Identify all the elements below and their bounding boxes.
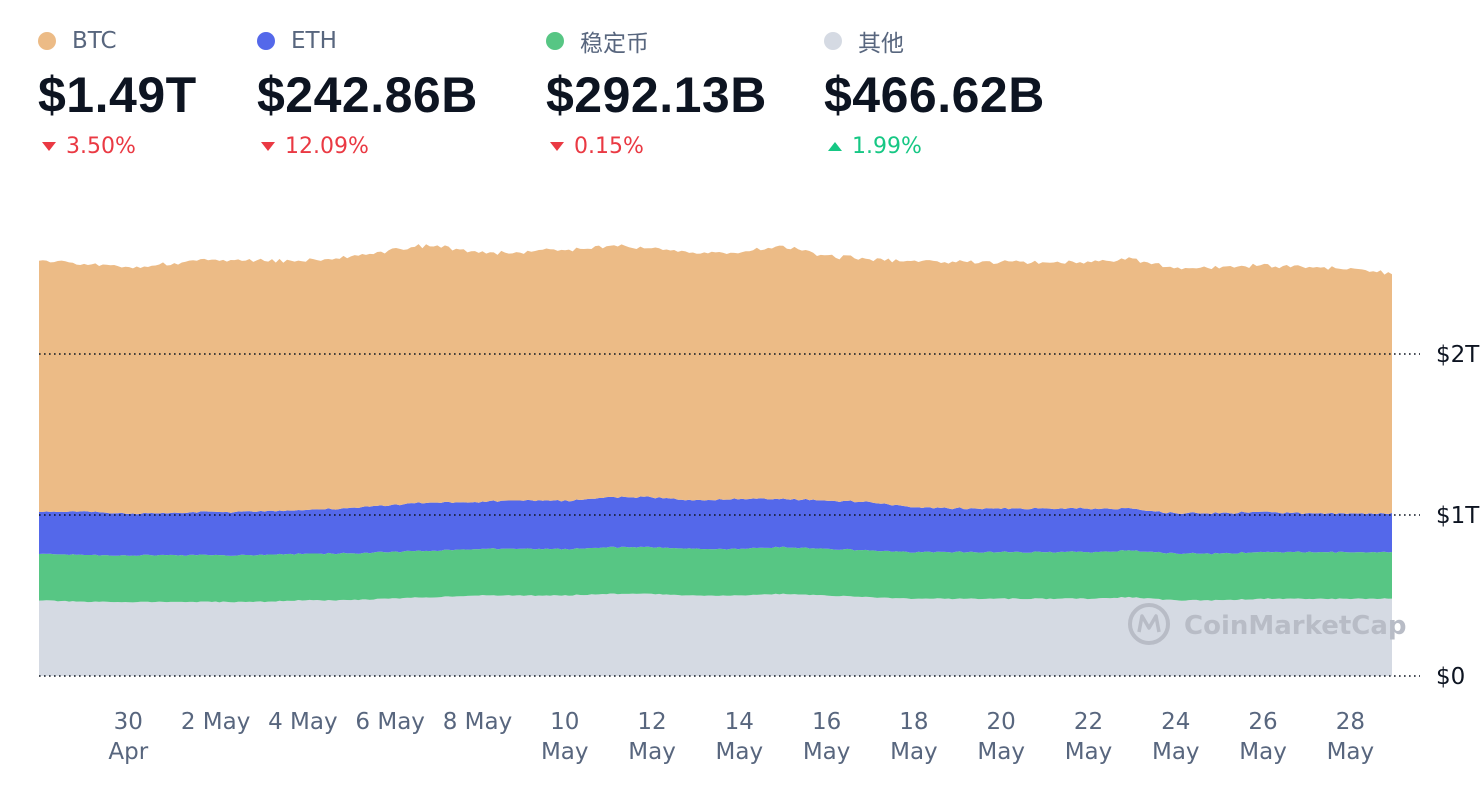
down-triangle-icon	[42, 142, 56, 151]
eth-change-value: 12.09%	[285, 134, 369, 159]
x-tick-label-line2: May	[628, 739, 676, 765]
legend-eth[interactable]: ETH	[257, 26, 478, 56]
area-eth[interactable]	[39, 496, 1392, 556]
eth-color-dot	[257, 32, 275, 50]
eth-market-cap-value: $242.86B	[257, 67, 478, 123]
x-tick-label: 22	[1074, 709, 1103, 735]
btc-market-cap-value: $1.49T	[38, 67, 197, 123]
legend-label-btc: BTC	[72, 28, 117, 54]
x-tick-label: 18	[899, 709, 928, 735]
down-triangle-icon	[261, 142, 275, 151]
legend-label-eth: ETH	[291, 28, 337, 54]
area-stablecoin[interactable]	[39, 546, 1392, 603]
x-tick-label-line2: May	[1065, 739, 1113, 765]
other-market-cap-value: $466.62B	[824, 67, 1045, 123]
x-tick-label-line2: May	[1239, 739, 1287, 765]
x-tick-label-line2: May	[1152, 739, 1200, 765]
gridlines	[39, 353, 1420, 677]
btc-change-value: 3.50%	[66, 134, 136, 159]
stablecoin-color-dot	[546, 32, 564, 50]
x-tick-label: 10	[550, 709, 579, 735]
y-tick-label: $2T	[1436, 342, 1480, 368]
x-tick-label: 2 May	[181, 709, 251, 735]
area-btc[interactable]	[39, 244, 1392, 515]
x-tick-label: 26	[1248, 709, 1277, 735]
area-other[interactable]	[39, 593, 1392, 677]
x-tick-label-line2: May	[1327, 739, 1375, 765]
eth-change: 12.09%	[257, 134, 478, 159]
x-tick-label: 24	[1161, 709, 1190, 735]
stablecoin-change-value: 0.15%	[574, 134, 644, 159]
coinmarketcap-logo-mark	[1137, 614, 1161, 633]
legend-other[interactable]: 其他	[824, 26, 1045, 57]
btc-change: 3.50%	[38, 134, 197, 159]
btc-color-dot	[38, 32, 56, 50]
x-tick-label-line2: May	[803, 739, 851, 765]
y-axis-ticks: $0 $1T $2T	[1436, 342, 1480, 690]
x-tick-label: 20	[987, 709, 1016, 735]
stat-eth: ETH $242.86B 12.09%	[257, 26, 478, 159]
x-tick-label-line2: May	[541, 739, 589, 765]
x-tick-label: 14	[725, 709, 754, 735]
coinmarketcap-logo-icon	[1128, 603, 1170, 645]
x-tick-label-line2: May	[890, 739, 938, 765]
stat-stablecoin: 稳定币 $292.13B 0.15%	[546, 26, 767, 159]
watermark-text: CoinMarketCap	[1184, 611, 1407, 641]
stat-other: 其他 $466.62B 1.99%	[824, 26, 1045, 159]
stablecoin-market-cap-value: $292.13B	[546, 67, 767, 123]
other-change-value: 1.99%	[852, 134, 922, 159]
stablecoin-change: 0.15%	[546, 134, 767, 159]
x-tick-label: 12	[637, 709, 666, 735]
x-tick-label: 6 May	[355, 709, 425, 735]
other-change: 1.99%	[824, 134, 1045, 159]
coinmarketcap-watermark: CoinMarketCap	[1128, 603, 1407, 645]
x-tick-label: 16	[812, 709, 841, 735]
area-series-group	[39, 244, 1392, 676]
up-triangle-icon	[828, 142, 842, 151]
x-tick-label: 28	[1336, 709, 1365, 735]
x-tick-label-line2: May	[716, 739, 764, 765]
legend-label-stablecoin: 稳定币	[580, 31, 649, 57]
legend-label-other: 其他	[858, 31, 904, 57]
down-triangle-icon	[550, 142, 564, 151]
x-axis-ticks: 30 Apr 2 May 4 May 6 May 8 May 10 May 12 May 14 May…	[108, 709, 1374, 765]
stat-btc: BTC $1.49T 3.50%	[38, 26, 197, 159]
x-tick-label: 8 May	[443, 709, 513, 735]
y-tick-label: $0	[1436, 664, 1465, 690]
legend-btc[interactable]: BTC	[38, 26, 197, 56]
x-tick-label-line2: May	[977, 739, 1025, 765]
x-tick-label: 4 May	[268, 709, 338, 735]
legend-stablecoin[interactable]: 稳定币	[546, 26, 767, 57]
x-tick-label: 30	[114, 709, 143, 735]
x-tick-label-line2: Apr	[108, 739, 148, 765]
other-color-dot	[824, 32, 842, 50]
y-tick-label: $1T	[1436, 503, 1480, 529]
